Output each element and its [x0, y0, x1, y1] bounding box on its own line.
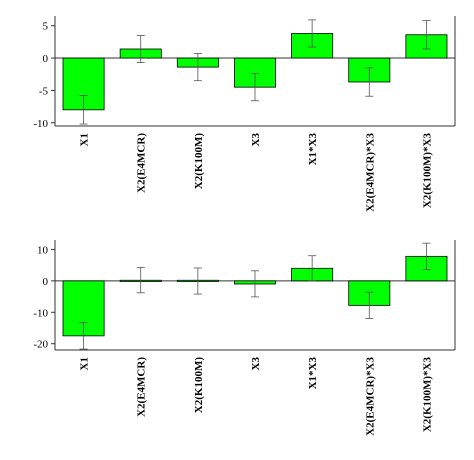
- category-label: X2(E4MCR)*X3: [364, 357, 376, 436]
- category-label: X2(K100M)*X3: [421, 357, 433, 433]
- category-label: X2(K100M)*X3: [421, 133, 433, 209]
- category-label: X1*X3: [307, 133, 319, 166]
- category-label: X1: [79, 357, 91, 370]
- category-label: X2(E4MCR): [136, 357, 148, 417]
- category-label: X2(E4MCR): [136, 133, 148, 193]
- y-tick-label: -10: [33, 307, 48, 319]
- category-label: X3: [250, 357, 262, 371]
- y-tick-label: 0: [43, 276, 49, 288]
- top-bar-chart: 5 0 -5 -10 X1 X2(E4MCR) X2(K100M) X3 X1*X3 X2(E4M…: [33, 16, 456, 212]
- category-label: X3: [250, 133, 262, 147]
- category-label: X1*X3: [307, 357, 319, 390]
- y-tick-label: -5: [39, 85, 49, 97]
- category-label: X2(E4MCR)*X3: [364, 133, 376, 212]
- y-tick-label: 10: [37, 244, 49, 256]
- y-tick-label: -10: [33, 118, 48, 130]
- y-tick-label: -20: [33, 339, 48, 351]
- bottom-bar-chart: 10 0 -10 -20 X1 X2(E4MCR) X2(K100M) X3 X1*X3 X2(E…: [33, 240, 456, 436]
- category-label: X1: [79, 133, 91, 146]
- y-tick-label: 0: [43, 53, 49, 65]
- category-label: X2(K100M): [193, 133, 205, 190]
- y-tick-label: 5: [43, 21, 49, 33]
- category-label: X2(K100M): [193, 357, 205, 414]
